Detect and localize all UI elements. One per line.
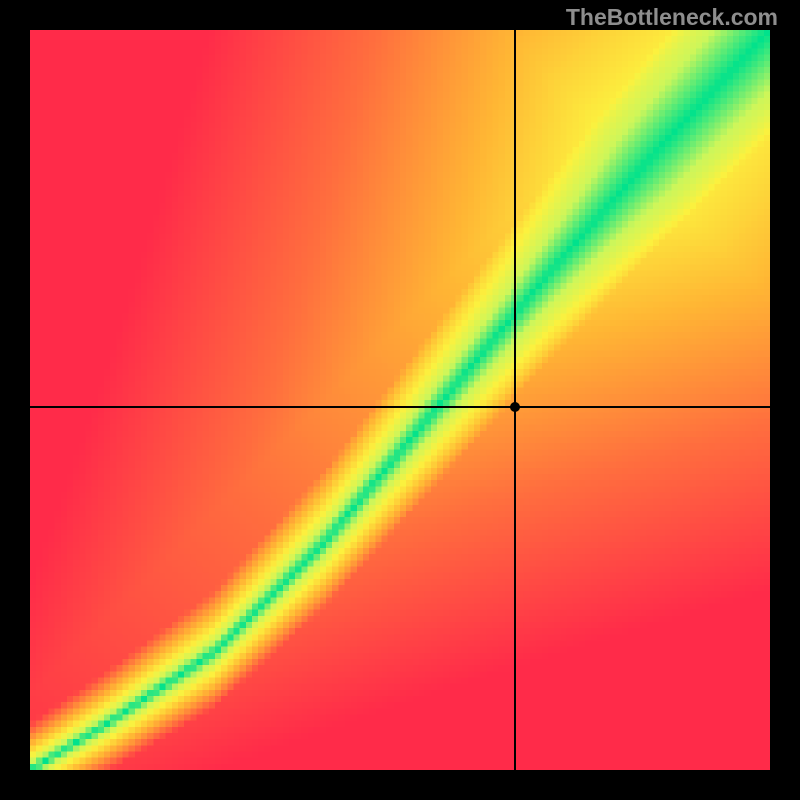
marker-dot xyxy=(510,402,520,412)
watermark-text: TheBottleneck.com xyxy=(566,4,778,31)
crosshair-vertical xyxy=(514,30,516,770)
crosshair-horizontal xyxy=(30,406,770,408)
chart-frame xyxy=(30,30,770,770)
bottleneck-heatmap-canvas xyxy=(30,30,770,770)
